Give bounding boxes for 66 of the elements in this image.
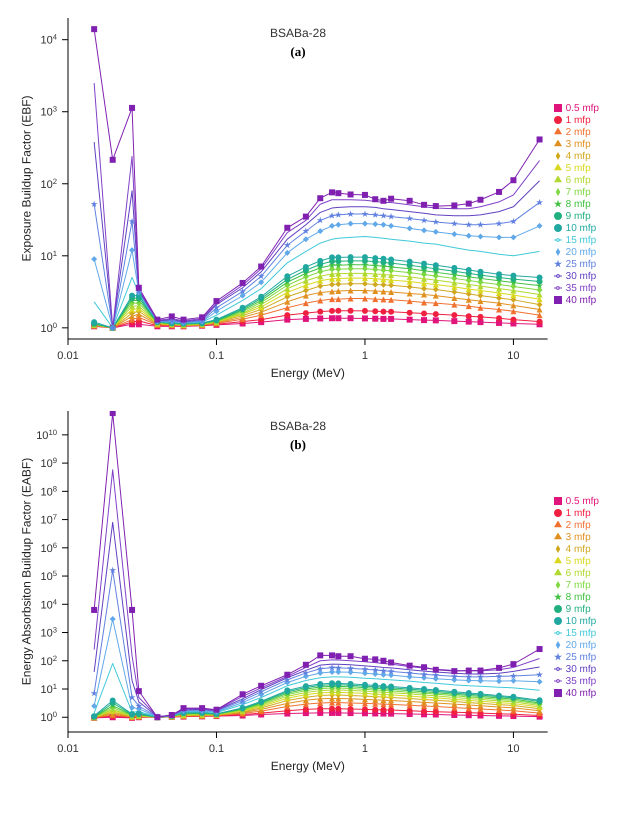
legend-label: 1 mfp	[566, 114, 591, 126]
x-tick-label: 0.1	[208, 350, 224, 362]
legend-label: 9 mfp	[566, 604, 591, 614]
y-axis-title: Exposure Buildup Factor (EBF)	[19, 95, 34, 262]
text: (b)	[289, 437, 307, 453]
legend-label: 6 mfp	[566, 174, 591, 186]
legend-label: 3 mfp	[566, 532, 591, 542]
x-tick-label: 10	[507, 350, 520, 362]
y-tick-label: 10$^{8}$	[40, 484, 57, 498]
y-tick-label: 10$^{5}$	[40, 568, 57, 584]
y-tick-label: 10$^{3}$	[40, 104, 57, 119]
legend-label: 4 mfp	[566, 544, 591, 554]
legend-label: 30 mfp	[566, 270, 596, 282]
text: (a)	[289, 44, 307, 60]
y-tick-label: 10$^{2}$	[40, 176, 57, 191]
y-tick-label: 10$^{4}$	[40, 32, 58, 47]
legend-label: 7 mfp	[566, 580, 591, 590]
legend-label: 35 mfp	[566, 282, 596, 294]
x-axis-title: Energy (MeV)	[270, 366, 345, 380]
legend-label: 2 mfp	[566, 520, 591, 530]
legend-label: 5 mfp	[566, 162, 591, 174]
legend-label: 25 mfp	[566, 258, 596, 270]
legend-label: 8 mfp	[566, 592, 591, 602]
text: BSABa-28	[268, 419, 328, 433]
legend-label: 0.5 mfp	[566, 102, 599, 114]
legend-label: 40 mfp	[566, 688, 596, 698]
y-tick-label: 10$^{10}$	[36, 427, 57, 442]
legend-label: 0.5 mfp	[566, 496, 599, 506]
legend-label: 40 mfp	[566, 294, 596, 306]
x-tick-label: 0.01	[57, 743, 79, 755]
legend-label: 35 mfp	[566, 676, 596, 686]
x-tick-label: 1	[362, 743, 368, 755]
y-tick-label: 10$^{3}$	[40, 625, 57, 640]
y-axis-title: Energy Absorbsiton Buildup Factor (EABF)	[19, 458, 34, 686]
legend-label: 7 mfp	[566, 186, 591, 198]
legend-label: 10 mfp	[566, 222, 596, 234]
legend-label: 20 mfp	[566, 246, 596, 258]
x-tick-label: 0.01	[57, 350, 79, 362]
legend-label: 10 mfp	[566, 616, 596, 626]
y-tick-label: 10$^{0}$	[40, 710, 57, 724]
y-tick-label: 10$^{2}$	[40, 653, 57, 668]
legend-label: 1 mfp	[566, 508, 591, 518]
legend-label: 15 mfp	[566, 234, 596, 246]
legend-label: 5 mfp	[566, 556, 591, 566]
legend-label: 4 mfp	[566, 150, 591, 162]
legend-label: 25 mfp	[566, 652, 596, 662]
legend-label: 8 mfp	[566, 198, 591, 210]
legend-label: 30 mfp	[566, 664, 596, 674]
y-tick-label: 10$^{6}$	[40, 540, 57, 555]
legend-label: 9 mfp	[566, 210, 591, 222]
y-tick-label: 10$^{1}$	[40, 248, 57, 263]
x-tick-label: 10	[507, 743, 520, 755]
y-tick-label: 10$^{7}$	[40, 512, 57, 527]
text: BSABa-28	[268, 26, 328, 40]
y-tick-label: 10$^{9}$	[40, 456, 57, 470]
y-tick-label: 10$^{1}$	[40, 682, 57, 696]
x-axis-title: Energy (MeV)	[270, 759, 345, 773]
y-tick-label: 10$^{4}$	[40, 596, 58, 612]
x-tick-label: 1	[362, 350, 368, 362]
legend-label: 3 mfp	[566, 138, 591, 150]
legend-label: 2 mfp	[566, 126, 591, 138]
y-tick-label: 10$^{0}$	[40, 320, 57, 335]
legend-label: 6 mfp	[566, 568, 591, 578]
x-tick-label: 0.1	[208, 743, 224, 755]
legend-label: 15 mfp	[566, 628, 596, 638]
legend-label: 20 mfp	[566, 640, 596, 650]
